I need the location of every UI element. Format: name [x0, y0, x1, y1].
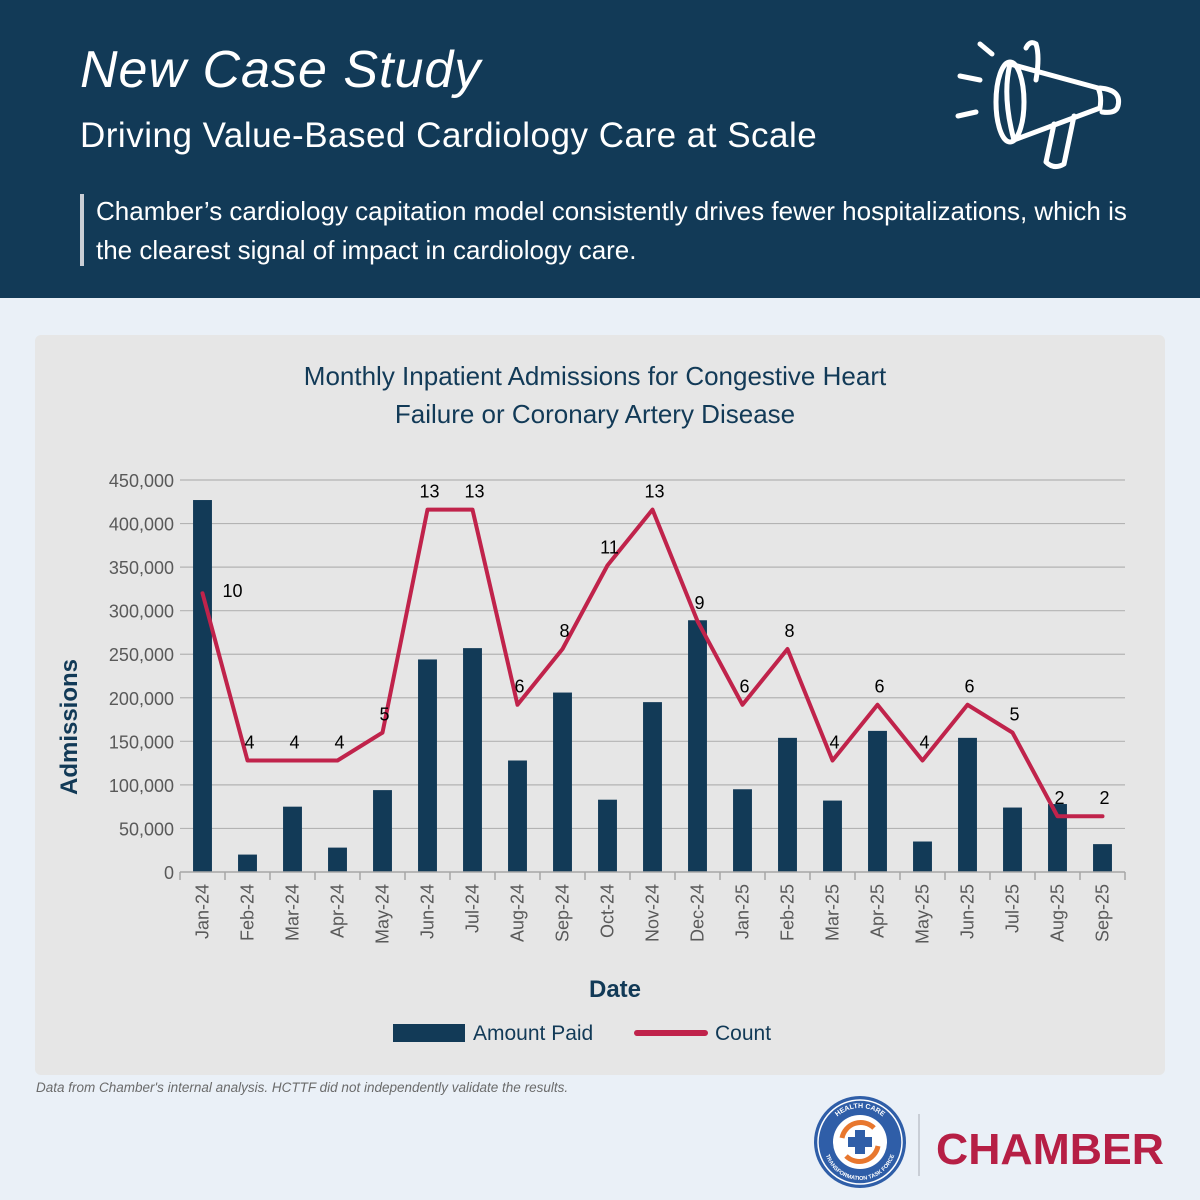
x-tick-label: Aug-25 — [1048, 884, 1068, 942]
count-data-label: 6 — [874, 677, 884, 697]
x-tick-label: Nov-24 — [643, 884, 663, 942]
x-tick-label: Aug-24 — [508, 884, 528, 942]
count-data-label: 6 — [739, 677, 749, 697]
bar-amount-paid — [688, 620, 707, 872]
x-tick-label: May-25 — [913, 884, 933, 944]
chart-title-line-2: Failure or Coronary Artery Disease — [395, 399, 795, 429]
x-tick-label: Sep-25 — [1093, 884, 1113, 942]
page-subtitle: Driving Value-Based Cardiology Care at S… — [80, 116, 818, 155]
bar-amount-paid — [418, 659, 437, 872]
x-tick-label: Jan-25 — [733, 884, 753, 939]
bar-amount-paid — [1048, 804, 1067, 872]
x-tick-label: May-24 — [373, 884, 393, 944]
bar-amount-paid — [1093, 844, 1112, 872]
bar-amount-paid — [958, 737, 977, 872]
bar-amount-paid — [1003, 807, 1022, 872]
quote-bar — [80, 194, 84, 266]
chart-legend: Amount Paid Count — [393, 1022, 771, 1045]
footnote: Data from Chamber's internal analysis. H… — [36, 1080, 569, 1095]
x-tick-label: Apr-24 — [328, 884, 348, 938]
x-tick-label: Dec-24 — [688, 884, 708, 942]
summary-quote: Chamber’s cardiology capitation model co… — [96, 196, 1127, 265]
count-data-label: 4 — [289, 732, 299, 752]
bar-amount-paid — [598, 799, 617, 872]
legend-label-count: Count — [715, 1022, 771, 1045]
bar-amount-paid — [238, 854, 257, 872]
count-data-label: 6 — [514, 677, 524, 697]
bar-amount-paid — [733, 789, 752, 872]
x-tick-label: Oct-24 — [598, 884, 618, 938]
count-data-label: 6 — [964, 677, 974, 697]
count-data-label: 5 — [379, 705, 389, 725]
chamber-logo: CHAMBER — [936, 1125, 1164, 1174]
y-tick-label: 150,000 — [109, 732, 174, 752]
count-data-label: 4 — [919, 732, 929, 752]
x-tick-label: Jun-25 — [958, 884, 978, 939]
x-tick-label: Feb-25 — [778, 884, 798, 941]
y-tick-label: 350,000 — [109, 558, 174, 578]
y-axis-label: Admissions — [56, 659, 83, 795]
header-banner: New Case Study Driving Value-Based Cardi… — [0, 0, 1200, 298]
line-count-series — [200, 507, 1105, 819]
bar-amount-paid — [373, 790, 392, 872]
bar-amount-paid — [328, 847, 347, 872]
x-tick-label: Jun-24 — [418, 884, 438, 939]
chart-title-line-1: Monthly Inpatient Admissions for Congest… — [304, 361, 887, 391]
y-tick-label: 50,000 — [119, 819, 174, 839]
y-tick-label: 200,000 — [109, 689, 174, 709]
megaphone-icon — [955, 40, 1122, 170]
x-axis-label: Date — [589, 976, 641, 1003]
chart-card: Monthly Inpatient Admissions for Congest… — [35, 335, 1165, 1075]
count-data-label: 4 — [829, 732, 839, 752]
y-tick-label: 450,000 — [109, 471, 174, 491]
count-data-label: 4 — [334, 732, 344, 752]
bar-amount-paid — [508, 760, 527, 872]
logo-strip: HEALTH CARE TRANSFORMATION TASK FORCE CH… — [812, 1094, 1172, 1194]
count-data-label: 2 — [1099, 788, 1109, 808]
count-data-label: 13 — [464, 482, 484, 502]
bar-amount-paid — [643, 702, 662, 872]
x-tick-label: Jul-24 — [463, 884, 483, 933]
count-data-label: 13 — [644, 482, 664, 502]
bar-amount-paid — [913, 841, 932, 872]
x-tick-label: Feb-24 — [238, 884, 258, 941]
chamber-wordmark: CHAMBER — [936, 1125, 1164, 1174]
count-data-label: 13 — [419, 482, 439, 502]
x-tick-label: Apr-25 — [868, 884, 888, 938]
bar-amount-paid — [463, 648, 482, 872]
x-tick-label: Sep-24 — [553, 884, 573, 942]
bar-amount-paid — [283, 806, 302, 872]
bar-amount-paid — [868, 730, 887, 872]
bar-amount-paid — [823, 800, 842, 872]
count-data-label: 8 — [784, 621, 794, 641]
x-tick-label: Jan-24 — [193, 884, 213, 939]
count-data-label: 5 — [1009, 705, 1019, 725]
bar-amount-paid — [553, 692, 572, 872]
y-tick-label: 400,000 — [109, 515, 174, 535]
y-tick-label: 250,000 — [109, 645, 174, 665]
count-data-label: 8 — [559, 621, 569, 641]
bar-amount-paid — [193, 500, 212, 872]
logo-divider — [918, 1114, 920, 1176]
count-data-label: 11 — [600, 537, 619, 557]
count-data-label: 2 — [1054, 788, 1064, 808]
page-title: New Case Study — [80, 41, 482, 99]
y-tick-label: 100,000 — [109, 776, 174, 796]
y-tick-label: 300,000 — [109, 602, 174, 622]
x-tick-label: Mar-24 — [283, 884, 303, 941]
x-tick-label: Mar-25 — [823, 884, 843, 941]
x-tick-label: Jul-25 — [1003, 884, 1023, 933]
y-tick-label: 0 — [164, 863, 174, 883]
legend-swatch-amount-paid — [393, 1024, 465, 1042]
count-data-label: 10 — [222, 581, 242, 601]
admissions-chart: Monthly Inpatient Admissions for Congest… — [56, 361, 1126, 1045]
count-data-label: 9 — [694, 593, 704, 613]
legend-label-amount-paid: Amount Paid — [473, 1022, 593, 1045]
count-data-label: 4 — [244, 732, 254, 752]
hctf-logo-icon: HEALTH CARE TRANSFORMATION TASK FORCE — [814, 1096, 906, 1188]
bar-amount-paid — [778, 737, 797, 872]
